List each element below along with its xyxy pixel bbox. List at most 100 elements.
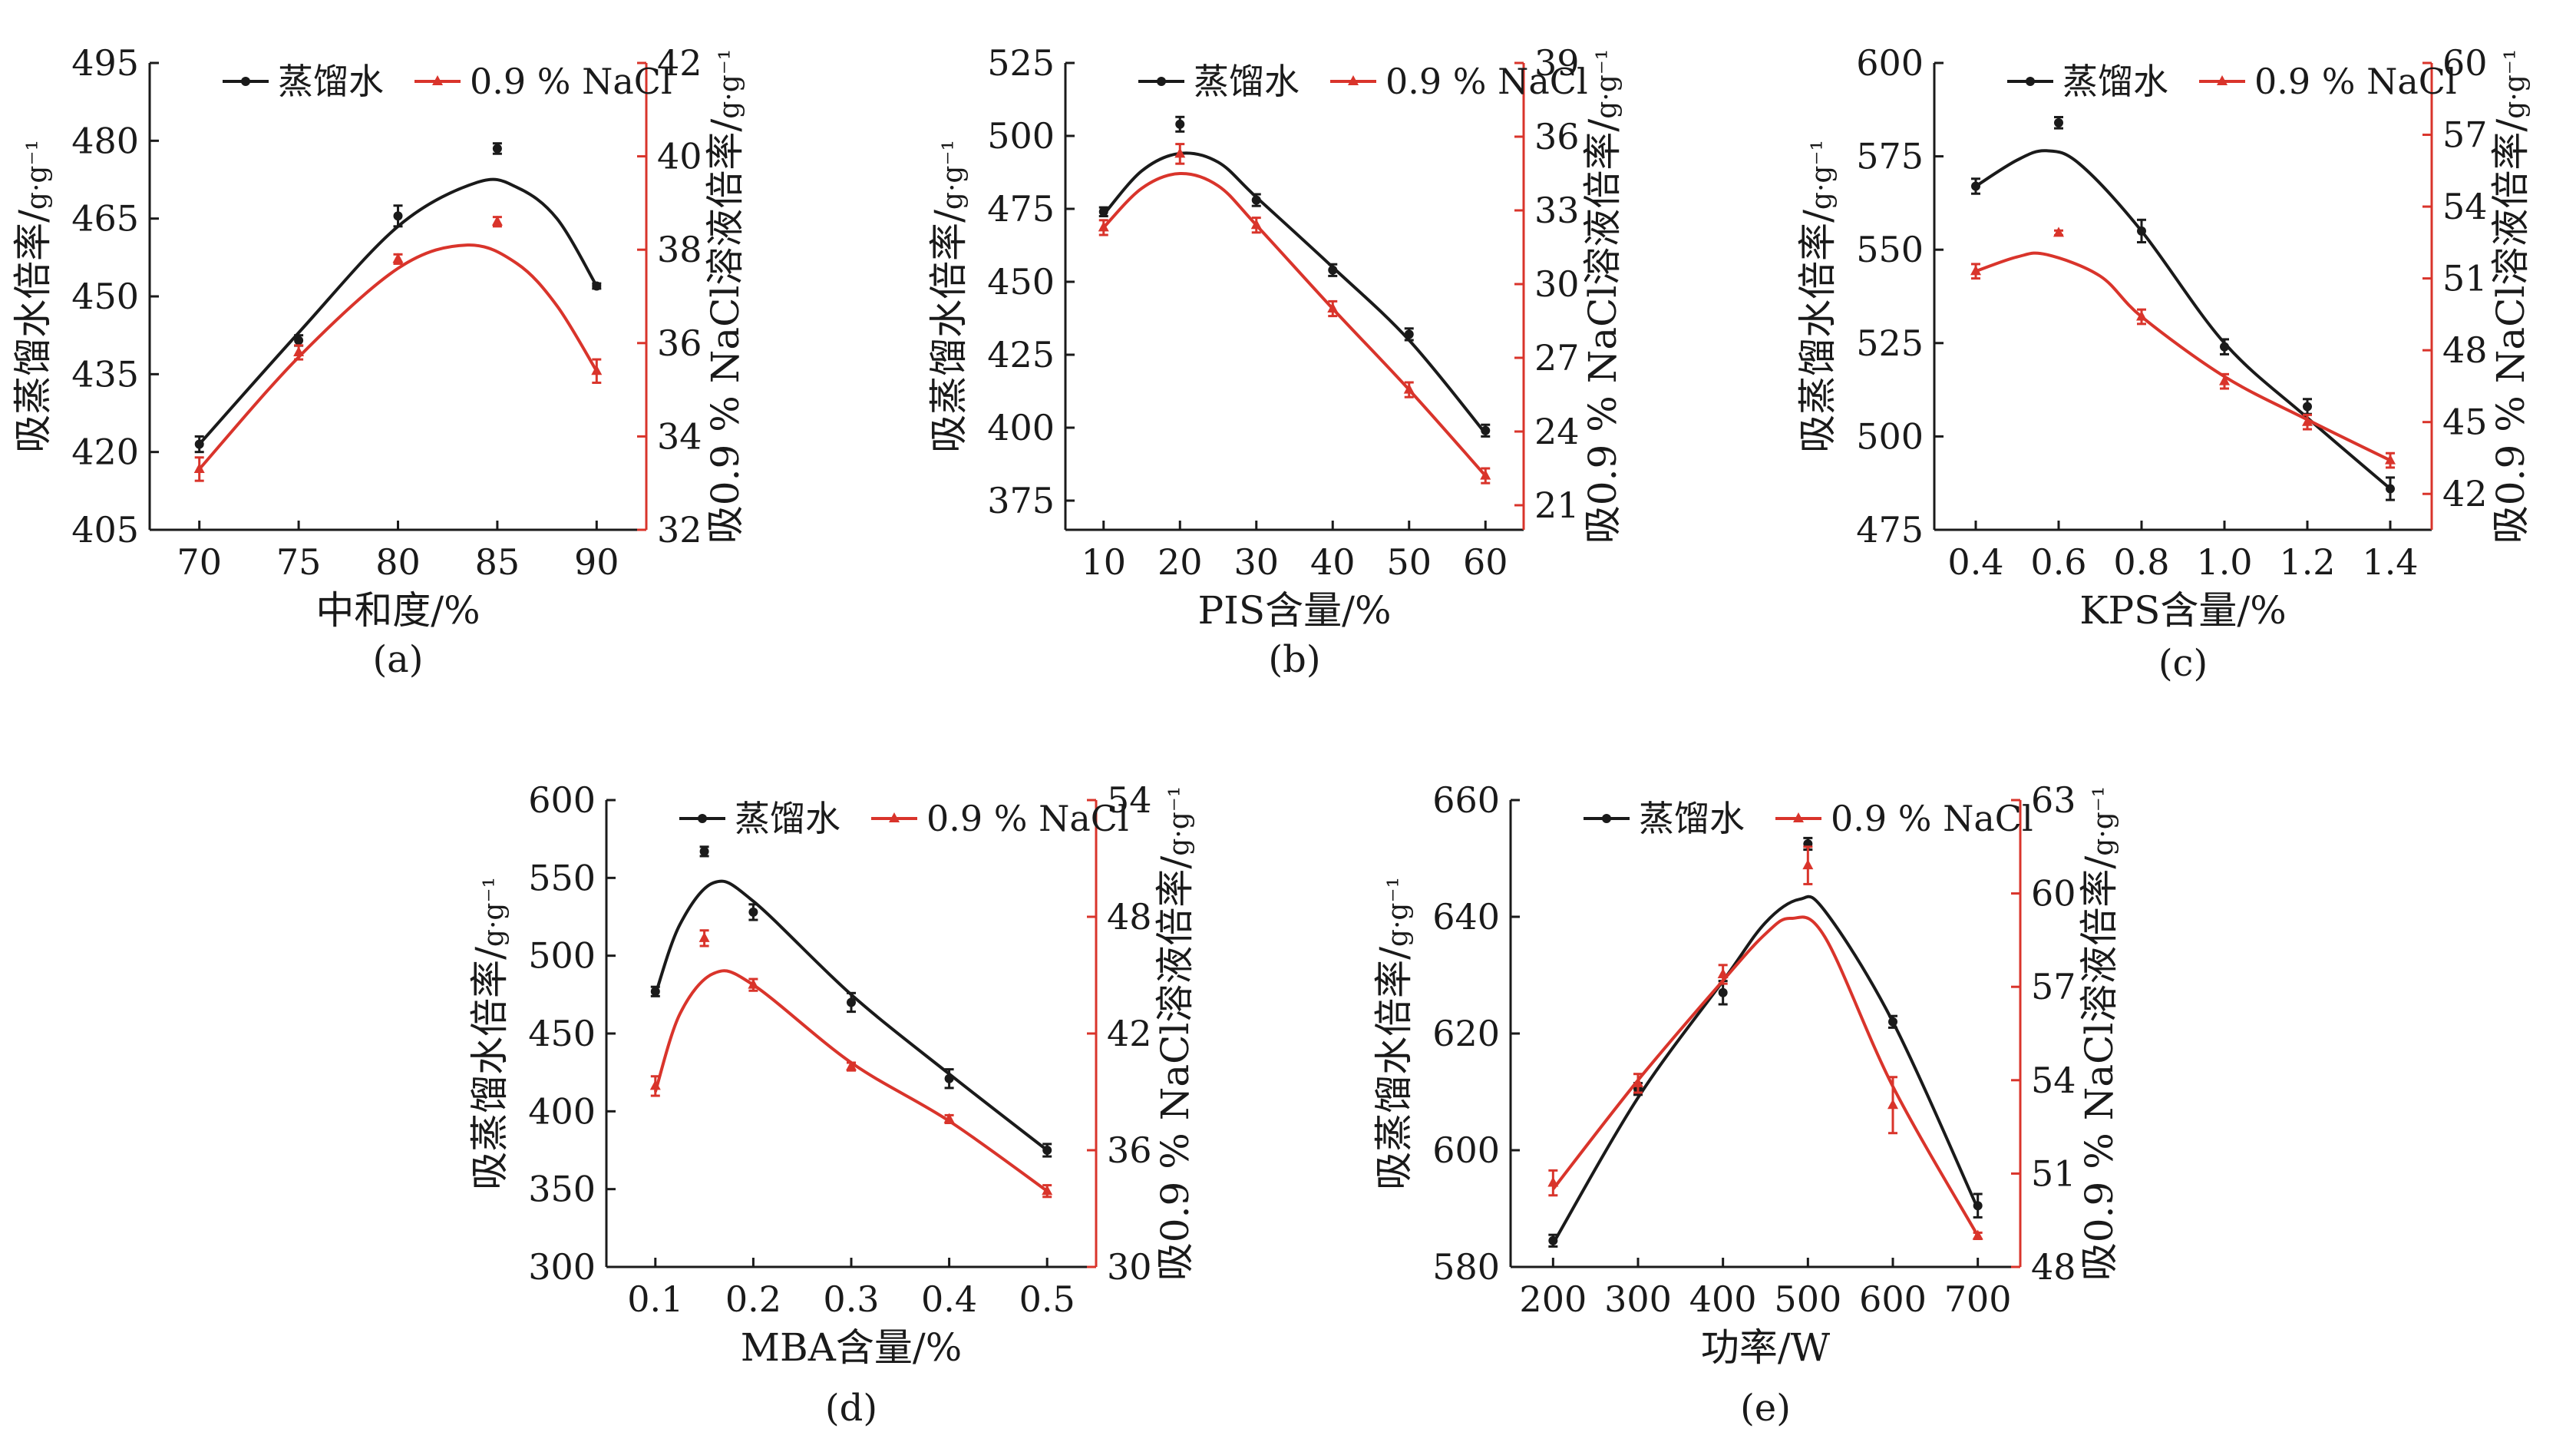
chart-panel-2: 10 20 30 40 50 60 375 400 425 450 475 500 525 21 24 27 3… [926, 42, 1625, 681]
data-point [649, 1080, 661, 1090]
y-left-label-main: 吸蒸馏水倍率/ [11, 210, 55, 453]
series-line-nacl [653, 969, 1049, 1192]
y-right-tick-label: 36 [657, 322, 702, 364]
y-right-tick-label: 32 [657, 509, 702, 551]
y-left-tick-label: 495 [71, 42, 139, 84]
data-point [2303, 402, 2312, 412]
y-left-tick-label: 500 [528, 935, 596, 977]
legend-marker-nacl [889, 812, 900, 822]
legend-marker-nacl [432, 75, 443, 85]
x-tick-label: 400 [1689, 1278, 1757, 1320]
y-right-tick-label: 54 [2442, 186, 2488, 227]
data-point [698, 931, 710, 942]
panel-label: (b) [1268, 638, 1320, 681]
data-point [1888, 1017, 1897, 1027]
data-point [650, 987, 660, 997]
legend-marker-nacl [1793, 812, 1804, 822]
y-left-tick-label: 350 [528, 1169, 596, 1210]
y-right-tick-label: 21 [1534, 485, 1580, 526]
series-line-nacl [1551, 915, 1980, 1237]
y-left-tick-label: 500 [987, 115, 1055, 157]
data-point [1042, 1185, 1053, 1196]
y-right-label-main: 吸0.9 % NaCl溶液倍率/ [703, 119, 748, 544]
x-tick-label: 80 [375, 541, 421, 583]
legend-label-water: 蒸馏水 [278, 61, 384, 102]
y-left-tick-label: 405 [71, 509, 139, 551]
y-right-label-main: 吸0.9 % NaCl溶液倍率/ [1580, 119, 1625, 544]
legend-marker-nacl [1348, 75, 1359, 85]
legend-marker-water [698, 814, 707, 823]
data-point [944, 1073, 954, 1083]
x-axis-label: MBA含量/% [741, 1325, 962, 1370]
legend-label-nacl: 0.9 % NaCl [2254, 61, 2457, 102]
legend-marker-nacl [2217, 75, 2228, 85]
y-right-tick-label: 30 [1534, 263, 1580, 305]
y-left-axis-label: 吸蒸馏水倍率/g·g⁻¹ [1795, 140, 1840, 453]
data-point [1972, 1229, 1983, 1240]
data-point [1403, 383, 1415, 394]
series-line-nacl [1102, 171, 1487, 477]
data-point [393, 211, 403, 221]
y-left-label-main: 吸蒸馏水倍率/ [1372, 947, 1416, 1190]
y-right-tick-label: 54 [2031, 1060, 2076, 1101]
y-right-label-unit: g·g⁻¹ [1164, 786, 1195, 856]
y-left-label-unit: g·g⁻¹ [21, 140, 53, 210]
series-line-water [653, 879, 1049, 1152]
data-point [748, 907, 758, 917]
x-tick-label: 70 [177, 541, 222, 583]
data-point [1042, 1146, 1052, 1155]
y-right-tick-label: 51 [2031, 1153, 2076, 1194]
x-tick-label: 0.8 [2113, 541, 2169, 583]
legend-marker-water [1602, 814, 1611, 823]
x-tick-label: 700 [1944, 1278, 2012, 1320]
legend-label-water: 蒸馏水 [1639, 798, 1745, 839]
legend-label-nacl: 0.9 % NaCl [1831, 798, 2033, 839]
legend-marker-water [241, 77, 250, 86]
x-tick-label: 0.1 [627, 1278, 683, 1320]
legend-label-nacl: 0.9 % NaCl [1385, 61, 1588, 102]
y-right-tick-label: 48 [2442, 329, 2488, 371]
series-line-water [1974, 149, 2392, 491]
data-point [2137, 226, 2146, 236]
panel-label: (c) [2158, 642, 2208, 685]
data-point [1098, 207, 1108, 217]
data-point [194, 439, 204, 449]
y-right-tick-label: 39 [1534, 42, 1580, 84]
legend-marker-water [1157, 77, 1166, 86]
y-right-tick-label: 36 [1107, 1129, 1152, 1171]
data-point [2385, 454, 2396, 465]
data-point [1250, 219, 1262, 230]
y-left-tick-label: 425 [987, 334, 1055, 375]
data-point [943, 1113, 955, 1123]
data-point [193, 462, 205, 473]
data-point [1887, 1099, 1898, 1110]
y-left-tick-label: 400 [528, 1090, 596, 1132]
x-tick-label: 0.4 [1947, 541, 2003, 583]
y-left-tick-label: 480 [71, 120, 139, 161]
x-tick-label: 1.0 [2196, 541, 2252, 583]
x-tick-label: 300 [1604, 1278, 1672, 1320]
y-left-tick-label: 640 [1432, 896, 1500, 938]
y-left-tick-label: 420 [71, 432, 139, 473]
series-line-water [1102, 151, 1487, 435]
data-point [491, 215, 503, 226]
y-right-axis-label: 吸0.9 % NaCl溶液倍率/g·g⁻¹ [2077, 786, 2122, 1281]
y-left-tick-label: 450 [71, 276, 139, 317]
y-right-tick-label: 60 [2031, 873, 2076, 914]
x-tick-label: 20 [1158, 541, 1203, 583]
y-left-tick-label: 435 [71, 353, 139, 395]
y-right-tick-label: 38 [657, 229, 702, 270]
legend-label-nacl: 0.9 % NaCl [926, 798, 1129, 839]
data-point [748, 978, 759, 989]
y-right-tick-label: 57 [2031, 966, 2076, 1007]
data-point [1328, 265, 1338, 275]
data-point [1718, 987, 1728, 997]
x-tick-label: 0.6 [2030, 541, 2086, 583]
chart-panel-5: 200 300 400 500 600 700 580 600 620 640 660 48 51 54 5… [1372, 779, 2122, 1430]
panel-label: (a) [372, 638, 423, 681]
y-left-tick-label: 580 [1432, 1246, 1500, 1288]
x-tick-label: 1.2 [2279, 541, 2335, 583]
y-left-tick-label: 600 [528, 779, 596, 821]
y-right-tick-label: 40 [657, 136, 702, 177]
series-line-nacl [1975, 251, 2391, 462]
